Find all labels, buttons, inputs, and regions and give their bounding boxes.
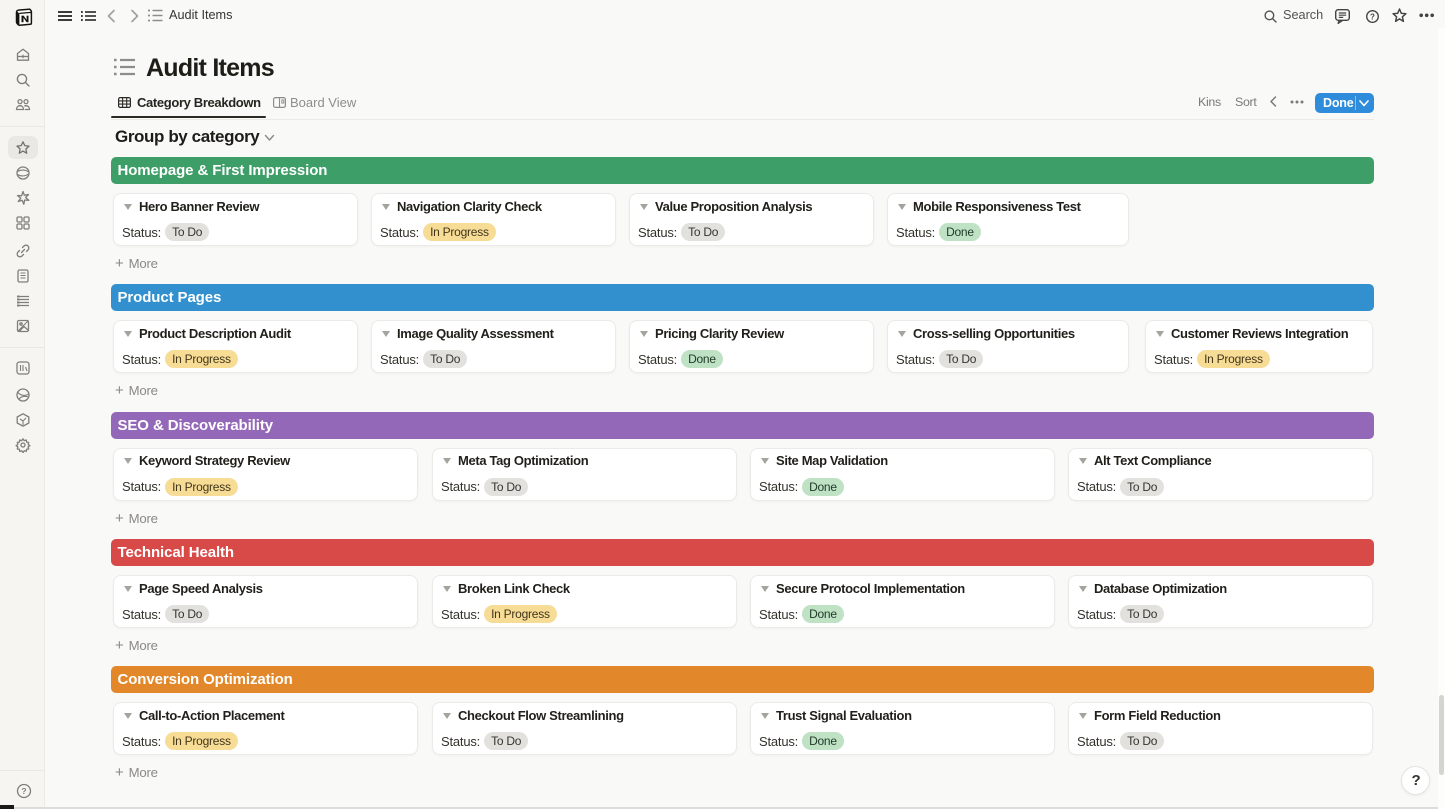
- svg-text:?: ?: [1370, 12, 1375, 21]
- svg-text:?: ?: [21, 786, 26, 796]
